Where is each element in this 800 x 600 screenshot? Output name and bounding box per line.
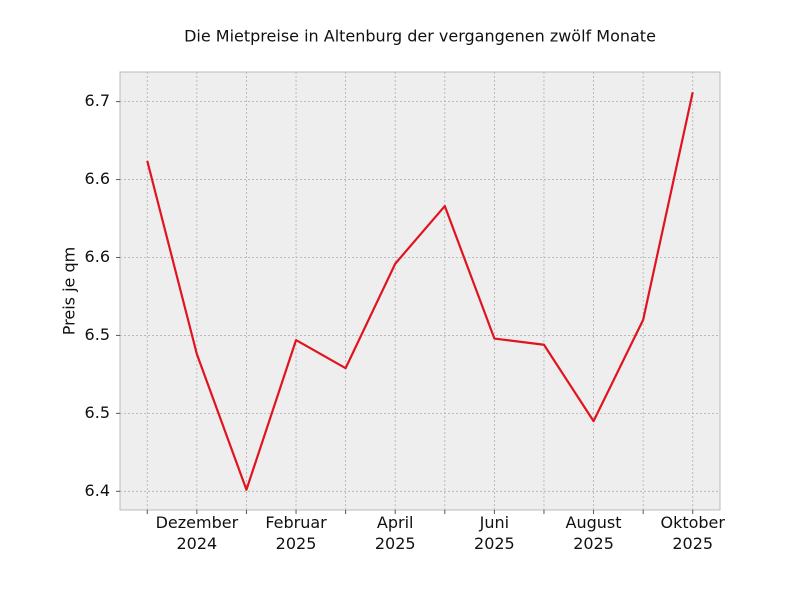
chart-title: Die Mietpreise in Altenburg der vergange…	[184, 27, 656, 46]
y-tick-label: 6.6	[85, 247, 110, 266]
y-tick-label: 6.5	[85, 403, 110, 422]
y-tick-label: 6.6	[85, 169, 110, 188]
x-tick-label: Februar 2025	[265, 513, 327, 553]
plot-frame	[119, 71, 721, 511]
y-tick-label: 6.4	[85, 481, 110, 500]
x-tick-label: Dezember 2024	[155, 513, 239, 553]
y-tick-label: 6.5	[85, 325, 110, 344]
marks	[146, 92, 694, 491]
x-tick-label: April 2025	[374, 513, 416, 553]
y-tick-label: 6.7	[85, 91, 110, 110]
x-tick-label: Juni 2025	[474, 513, 515, 553]
plot-background	[120, 72, 720, 510]
grid	[120, 72, 720, 510]
x-tick-label: August 2025	[565, 513, 622, 553]
y-axis-label: Preis je qm	[60, 247, 79, 335]
data-line	[146, 92, 694, 491]
x-tick-label: Oktober 2025	[660, 513, 725, 553]
